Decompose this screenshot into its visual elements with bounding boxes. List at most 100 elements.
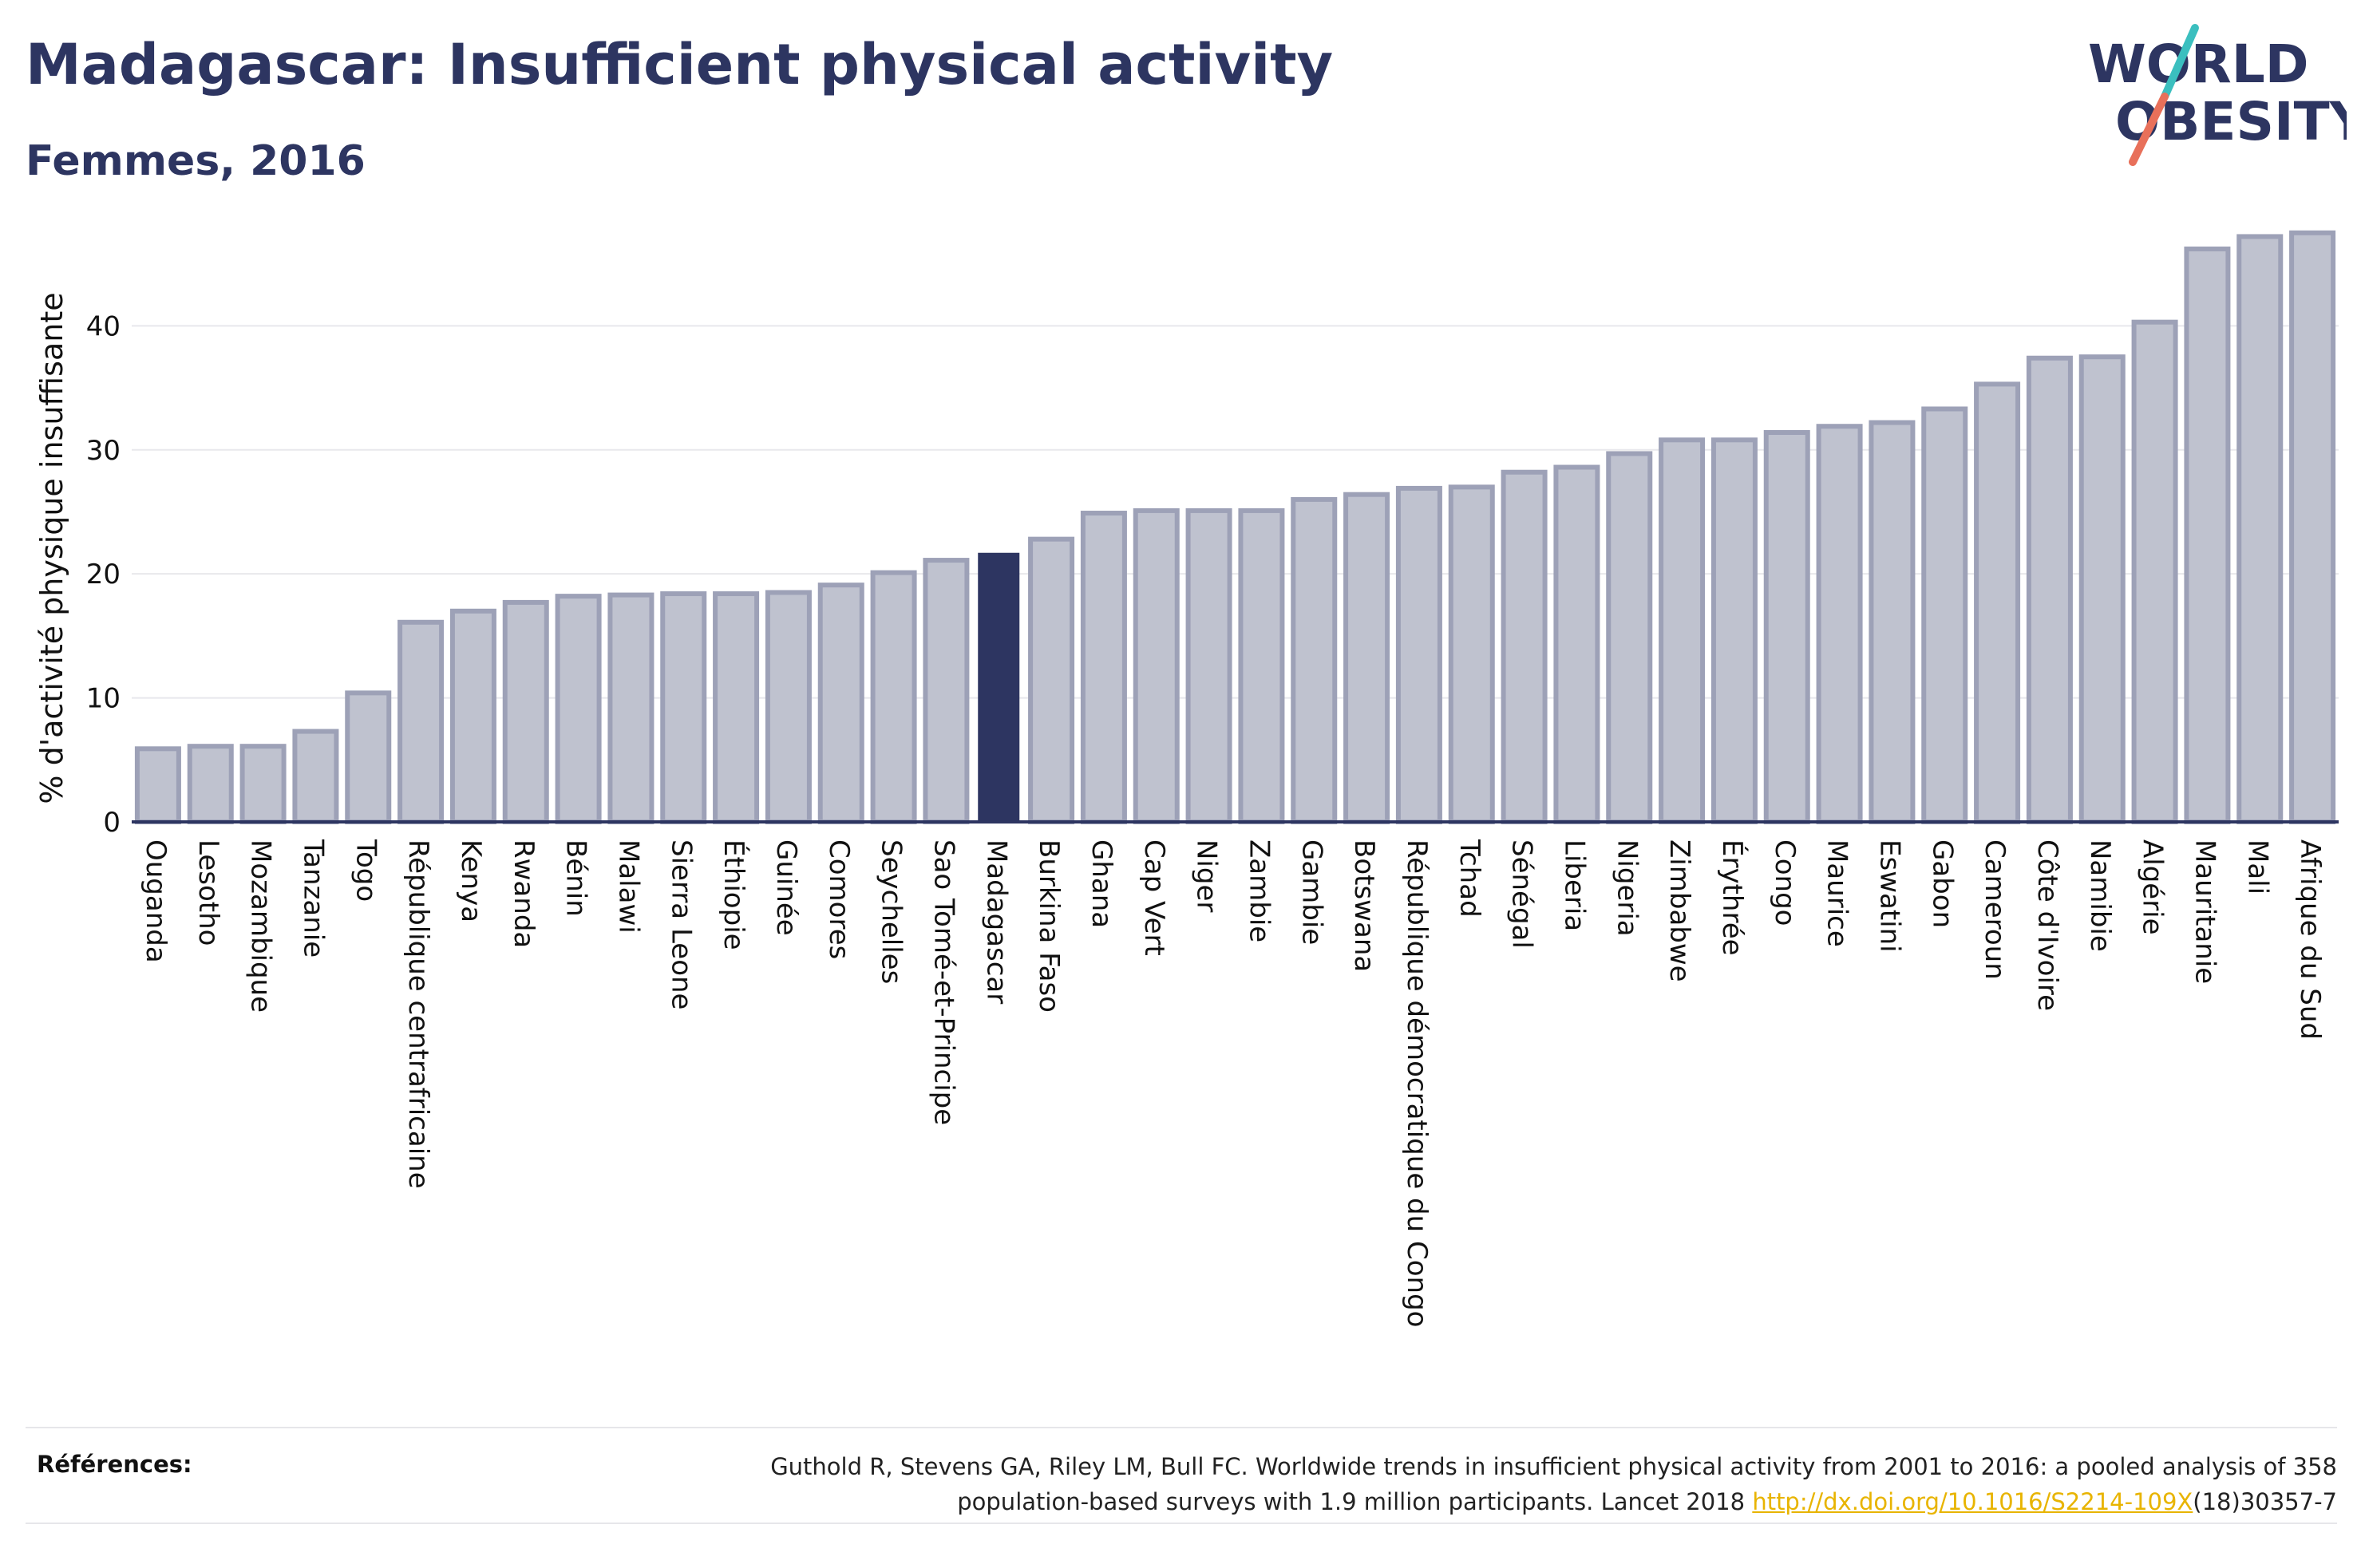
doi-link[interactable]: http://dx.doi.org/10.1016/S2214-109X [1752,1488,2193,1515]
x-tick-label: République démocratique du Congo [1401,839,1433,1327]
x-tick-label: Liberia [1558,839,1590,931]
x-tick-label: République centrafricaine [402,839,434,1189]
x-tick-label: Malawi [612,839,644,934]
bar [870,570,917,824]
bar [134,746,181,824]
x-tick-label: Madagascar [980,839,1012,1004]
x-tick-label: Zimbabwe [1663,839,1695,982]
chart-title: Madagascar: Insufficient physical activi… [26,32,1334,97]
gridlines [132,325,2339,699]
bar [1869,420,1916,825]
chart-subtitle: Femmes, 2016 [26,137,366,185]
x-tick-label: Bénin [560,839,592,917]
x-tick-label: Seychelles [876,839,908,984]
x-tick-label: Cameroun [1979,839,2011,980]
bar [2078,354,2126,824]
bar [2236,234,2284,824]
x-tick-label: Togo [350,839,382,902]
bar [817,583,864,824]
bar [2184,246,2231,825]
y-tick-label: 40 [86,310,121,342]
x-tick-label: Érythrée [1716,839,1749,956]
x-tick-label: Tanzanie [297,839,329,958]
x-tick-label: Mozambique [245,839,277,1013]
bar [449,608,496,825]
y-tick-label: 0 [103,807,121,839]
x-tick-label: Burkina Faso [1033,839,1065,1013]
x-tick-label: Ghana [1086,839,1117,928]
bar [397,619,445,825]
bar [923,558,970,825]
world-obesity-logo: WORLD OBESITY [2088,24,2347,166]
x-tick-label: Sénégal [1506,839,1538,949]
x-tick-label: Mauritanie [2189,839,2221,984]
references-section: Références: Guthold R, Stevens GA, Riley… [26,1427,2337,1524]
bar [765,590,812,825]
y-tick-label: 30 [86,435,121,467]
x-tick-label: Gambie [1295,839,1327,945]
x-tick-label: Afrique du Sud [2294,839,2326,1040]
bar [1185,508,1232,824]
bar [1816,424,1863,824]
x-tick-label: Maurice [1821,839,1853,947]
bar [1291,496,1338,825]
bar [1080,511,1127,824]
x-axis-labels: Ouganda Lesotho Mozambique Tanzanie Togo Répu… [140,839,2326,1327]
bar [1606,451,1653,824]
bar [713,591,760,824]
x-tick-label: Côte d'Ivoire [2031,839,2063,1011]
references-top-divider [26,1427,2337,1428]
bar [1710,437,1758,824]
x-tick-label: Tchad [1453,839,1485,918]
bar-highlighted [978,552,1020,822]
bar [239,744,287,825]
y-tick-label: 20 [86,559,121,590]
x-tick-label: Mali [2241,839,2273,895]
bar [1659,437,1706,824]
y-axis-title: % d'activité physique insuffisante [34,292,69,804]
x-tick-label: Kenya [455,839,487,922]
bar [1238,508,1285,824]
bar [607,592,655,825]
x-tick-label: Eswatini [1873,839,1905,953]
x-tick-label: Cap Vert [1138,839,1170,956]
logo-word-world: WORLD [2088,34,2309,95]
x-tick-label: Namibie [2084,839,2116,952]
y-tick-label: 10 [86,683,121,715]
x-tick-label: Congo [1769,839,1801,926]
bar [502,599,549,824]
citation-line-2-prefix: population-based surveys with 1.9 millio… [957,1488,1753,1515]
x-tick-label: Gabon [1926,839,1958,928]
bar [1974,381,2021,825]
bar [2289,230,2336,825]
bar [187,744,234,825]
x-tick-label: Comores [823,839,855,959]
bar [2026,355,2073,825]
x-tick-label: Botswana [1348,839,1380,972]
x-tick-label: Nigeria [1611,839,1643,937]
x-tick-label: Guinée [770,839,802,936]
bar [292,729,339,825]
references-label: Références: [37,1451,192,1478]
bar-chart: 0 10 20 30 40 Ouganda Lesotho Mozambique Tanzan… [34,230,2339,1327]
logo-slash-teal [2161,24,2199,101]
references-bottom-divider [26,1523,2337,1524]
x-tick-label: Sierra Leone [665,839,697,1009]
citation-line-1: Guthold R, Stevens GA, Riley LM, Bull FC… [770,1453,2337,1480]
x-tick-label: Algérie [2137,839,2169,935]
bar [660,591,707,824]
bar [1501,469,1548,824]
bar [555,594,602,824]
bar [1028,536,1075,825]
bar [1448,484,1495,824]
x-tick-label: Éthiopie [718,839,750,950]
bar [1553,464,1600,825]
references-citation: Guthold R, Stevens GA, Riley LM, Bull FC… [581,1449,2337,1519]
x-tick-label: Ouganda [140,839,172,963]
bars [134,230,2336,825]
x-tick-label: Sao Tomé-et-Principe [927,839,959,1125]
bar [1763,429,1810,824]
bar [1133,508,1180,824]
x-tick-label: Lesotho [192,839,224,946]
x-tick-label: Zambie [1243,839,1275,942]
